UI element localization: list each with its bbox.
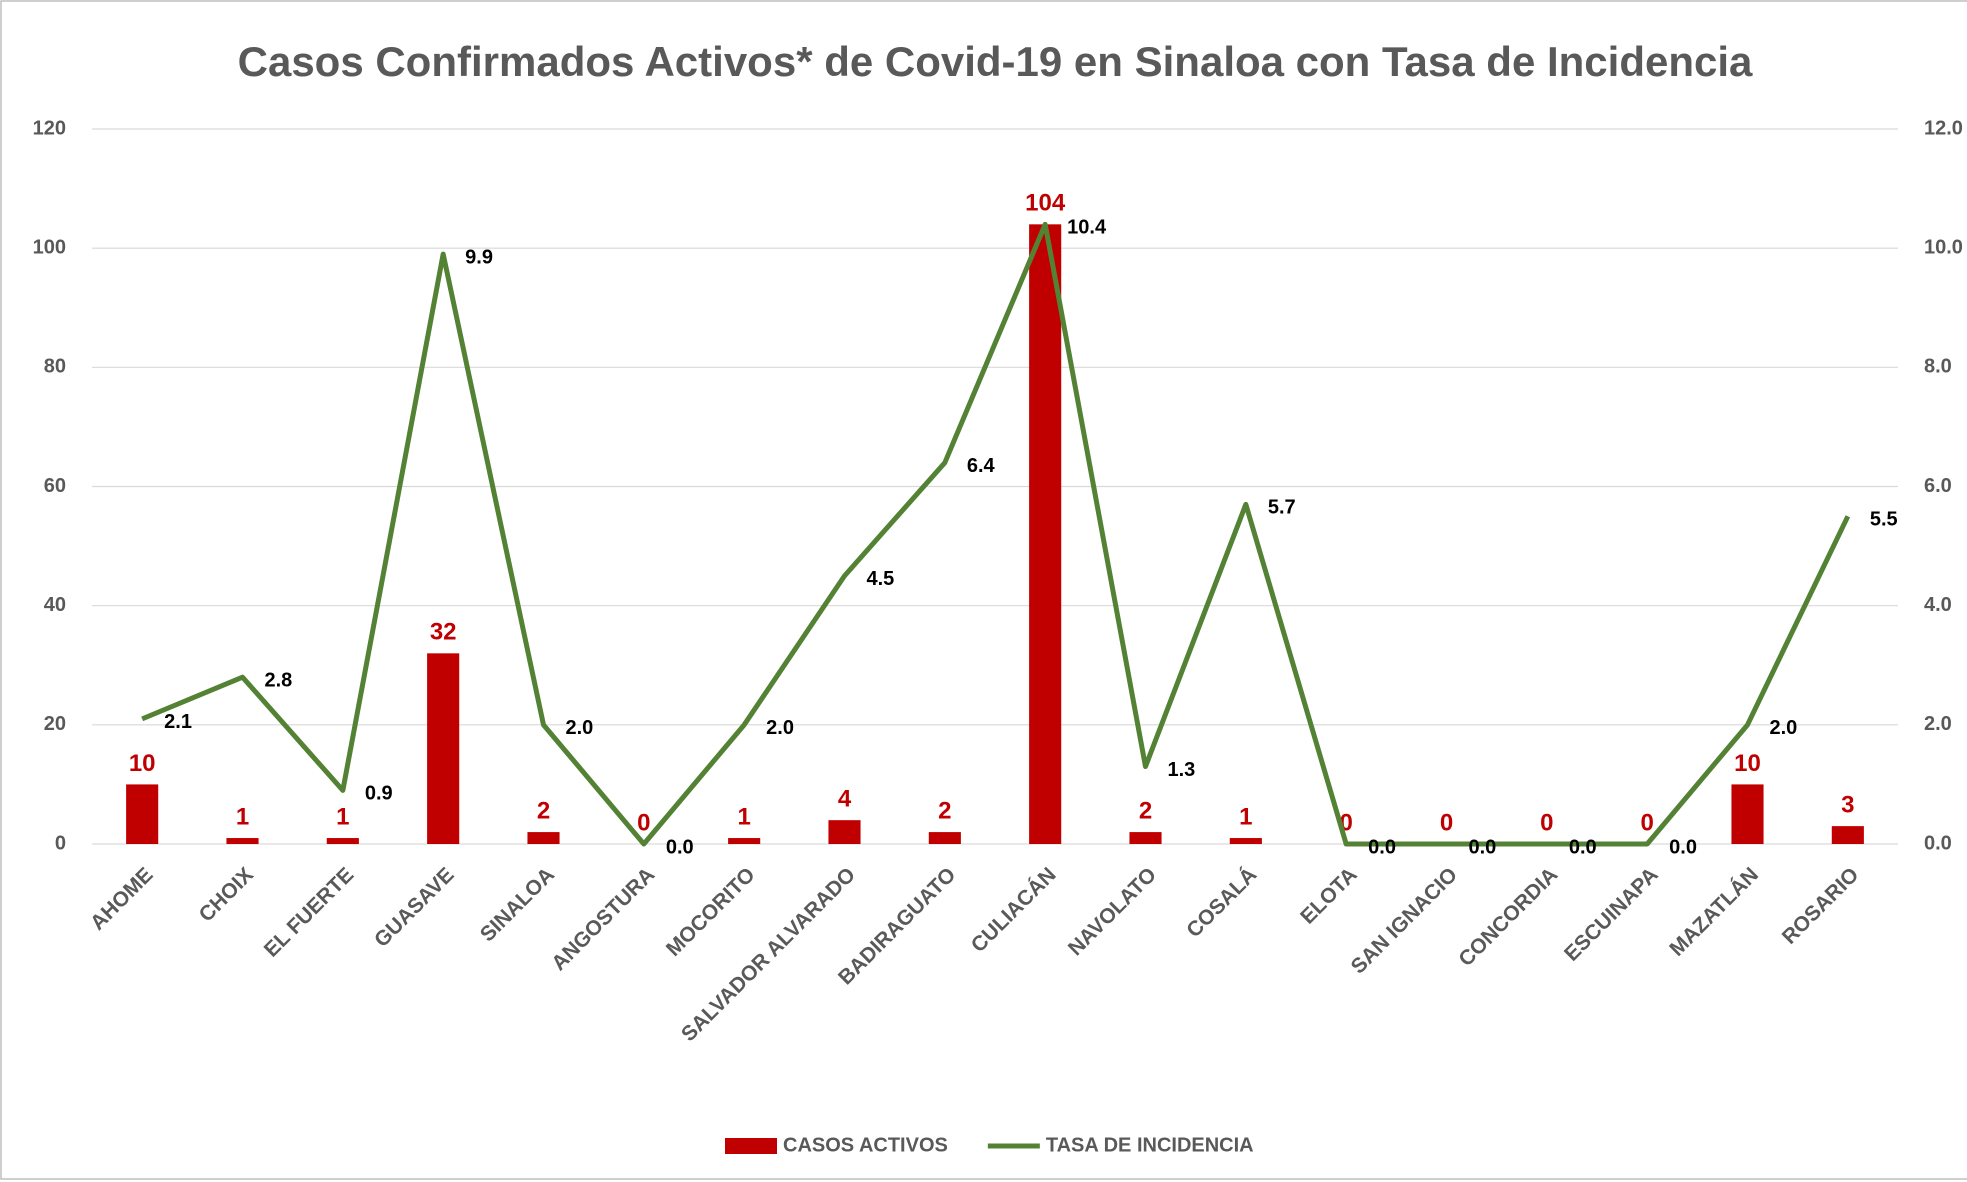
y2-tick-label: 4.0 — [1924, 594, 1952, 616]
bar — [1129, 832, 1162, 844]
bar — [527, 832, 560, 844]
y-tick-label: 0 — [55, 832, 66, 854]
x-tick-label: AHOME — [86, 863, 158, 935]
x-tick-label: SINALOA — [476, 863, 559, 946]
line-value-label: 0.9 — [365, 783, 393, 805]
x-tick-label: ELOTA — [1296, 863, 1361, 928]
line-value-label: 2.1 — [164, 711, 192, 733]
y2-tick-label: 6.0 — [1924, 475, 1952, 497]
bar — [326, 838, 359, 844]
x-tick-label: ROSARIO — [1778, 863, 1864, 949]
line-value-label: 9.9 — [465, 246, 493, 268]
bar-value-label: 1 — [336, 803, 349, 830]
x-tick-label: CULIACÁN — [967, 863, 1061, 957]
line-value-label: 6.4 — [967, 455, 996, 477]
bar-value-label: 0 — [637, 809, 650, 836]
bar-value-label: 2 — [537, 797, 550, 824]
bar — [126, 784, 159, 844]
y-tick-label: 20 — [44, 713, 66, 735]
x-tick-label: SALVADOR ALVARADO — [677, 863, 860, 1046]
bar-value-label: 0 — [1540, 809, 1553, 836]
y-tick-label: 100 — [33, 236, 66, 258]
bar — [1831, 826, 1864, 844]
x-tick-label: ESCUINAPA — [1560, 863, 1663, 966]
bar — [226, 838, 259, 844]
bar — [828, 820, 861, 844]
bar — [728, 838, 761, 844]
line-value-label: 0.0 — [1569, 836, 1597, 858]
y-tick-label: 40 — [44, 594, 66, 616]
bar-value-label: 2 — [1139, 797, 1152, 824]
legend-label: CASOS ACTIVOS — [783, 1134, 948, 1156]
bar-value-label: 1 — [236, 803, 249, 830]
x-tick-label: CHOIX — [195, 863, 258, 926]
bar — [1229, 838, 1262, 844]
y2-tick-label: 12.0 — [1924, 117, 1963, 139]
bar-value-label: 0 — [1640, 809, 1653, 836]
bar-value-label: 10 — [1734, 750, 1761, 777]
line-value-label: 2.0 — [566, 717, 594, 739]
bar — [928, 832, 961, 844]
y-tick-label: 120 — [33, 117, 66, 139]
bar-value-label: 32 — [430, 619, 457, 646]
y2-tick-label: 0.0 — [1924, 832, 1952, 854]
x-tick-label: MOCORITO — [662, 863, 760, 961]
bar-value-label: 4 — [838, 786, 852, 813]
x-tick-label: ANGOSTURA — [547, 863, 659, 975]
line-value-label: 2.0 — [766, 717, 794, 739]
x-tick-label: MAZATLÁN — [1665, 863, 1763, 961]
x-tick-label: NAVOLATO — [1064, 863, 1161, 960]
x-tick-label: GUASAVE — [370, 863, 459, 952]
bar-value-label: 1 — [737, 803, 750, 830]
line-value-label: 0.0 — [1368, 836, 1396, 858]
legend-swatch — [725, 1138, 777, 1154]
x-tick-label: SAN IGNACIO — [1347, 863, 1462, 978]
bar-value-label: 2 — [938, 797, 951, 824]
line-value-label: 2.8 — [265, 669, 293, 691]
legend-label: TASA DE INCIDENCIA — [1046, 1134, 1254, 1156]
y2-tick-label: 2.0 — [1924, 713, 1952, 735]
bar-value-label: 0 — [1440, 809, 1453, 836]
bar-value-label: 3 — [1841, 791, 1854, 818]
line-value-label: 0.0 — [1469, 836, 1497, 858]
y2-tick-label: 8.0 — [1924, 356, 1952, 378]
bar — [427, 653, 460, 844]
line-value-label: 5.7 — [1268, 497, 1296, 519]
x-tick-label: CONCORDIA — [1454, 863, 1562, 971]
bar-value-label: 10 — [129, 750, 156, 777]
y-tick-label: 80 — [44, 356, 66, 378]
bar-value-label: 1 — [1239, 803, 1252, 830]
x-tick-label: COSALÁ — [1182, 863, 1261, 942]
line-value-label: 0.0 — [666, 836, 694, 858]
line — [141, 221, 1851, 847]
bar — [1731, 784, 1764, 844]
chart-title: Casos Confirmados Activos* de Covid-19 e… — [238, 38, 1753, 85]
line-value-label: 10.4 — [1067, 217, 1107, 239]
line-value-label: 5.5 — [1870, 509, 1898, 531]
line-value-label: 0.0 — [1669, 836, 1697, 858]
bar — [1029, 224, 1062, 845]
line-value-label: 1.3 — [1168, 759, 1196, 781]
x-tick-label: EL FUERTE — [260, 863, 358, 961]
bar-value-label: 104 — [1025, 190, 1066, 217]
line-value-label: 4.5 — [867, 568, 895, 590]
line-value-label: 2.0 — [1770, 717, 1798, 739]
y2-tick-label: 10.0 — [1924, 236, 1963, 258]
y-tick-label: 60 — [44, 475, 66, 497]
